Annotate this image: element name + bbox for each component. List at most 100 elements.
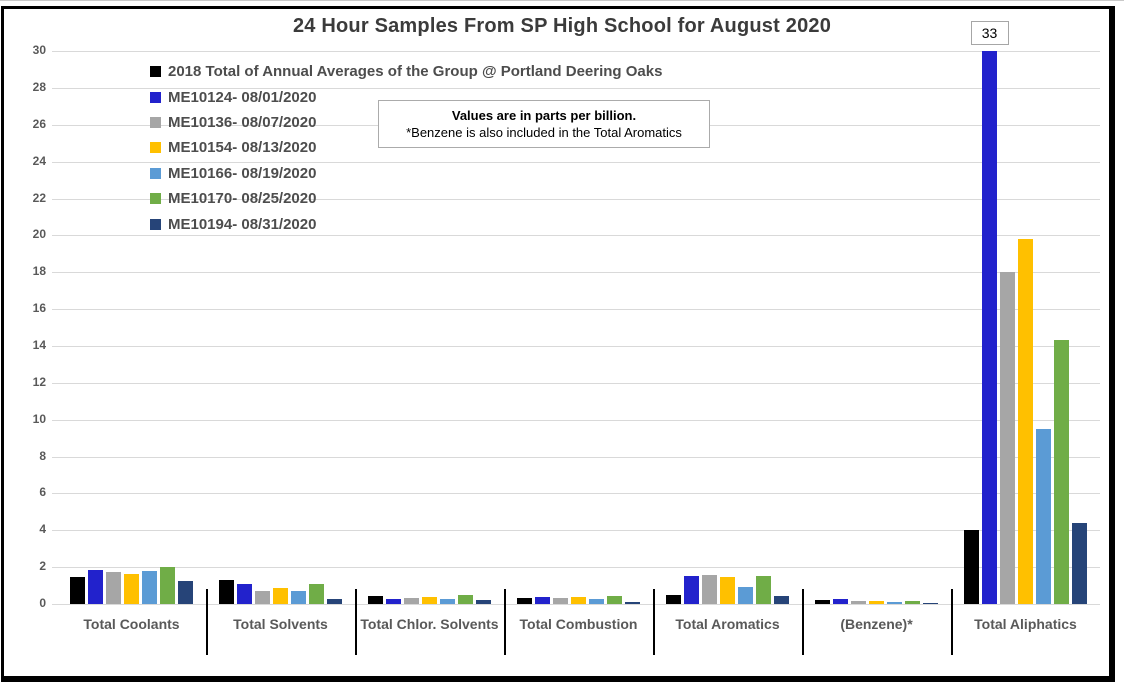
x-category-label: Total Chlor. Solvents xyxy=(360,616,499,632)
x-category-label: Total Aliphatics xyxy=(974,616,1077,632)
gridline xyxy=(52,530,1100,532)
legend-label: ME10194- 08/31/2020 xyxy=(168,215,317,233)
y-tick-label: 30 xyxy=(32,43,46,57)
bar xyxy=(720,577,735,604)
legend-item: ME10136- 08/07/2020 xyxy=(150,110,662,135)
annotation-line1: Values are in parts per billion. xyxy=(451,108,637,123)
legend-label: ME10136- 08/07/2020 xyxy=(168,113,317,131)
y-tick-label: 6 xyxy=(39,485,46,500)
y-tick-label: 10 xyxy=(32,411,46,426)
bar xyxy=(851,601,866,604)
gridline xyxy=(52,309,1100,311)
gridline xyxy=(52,419,1100,421)
x-category-label: Total Solvents xyxy=(233,616,328,632)
gridline xyxy=(52,567,1100,569)
y-tick-label: 20 xyxy=(32,227,46,242)
y-tick-label: 28 xyxy=(32,79,46,94)
y-tick-label: 4 xyxy=(39,522,46,537)
bar xyxy=(982,51,997,604)
annotation-box: Values are in parts per billion. *Benzen… xyxy=(378,100,710,148)
bar xyxy=(607,595,622,604)
x-category-label: Total Combustion xyxy=(519,616,638,632)
y-tick-label: 24 xyxy=(32,153,46,168)
gridline xyxy=(52,198,1100,200)
bar xyxy=(309,583,324,604)
legend-label: ME10124- 08/01/2020 xyxy=(168,88,317,106)
category-divider xyxy=(653,589,655,655)
legend-item: ME10170- 08/25/2020 xyxy=(150,186,662,211)
legend-item: ME10124- 08/01/2020 xyxy=(150,84,662,109)
legend-label: ME10170- 08/25/2020 xyxy=(168,190,317,208)
bar xyxy=(70,577,85,604)
legend-swatch xyxy=(150,91,161,103)
gridline xyxy=(52,604,1100,605)
bar xyxy=(774,595,789,604)
bar xyxy=(124,573,139,604)
bar xyxy=(327,599,342,604)
bar xyxy=(535,596,550,604)
category-divider xyxy=(951,589,953,655)
y-tick-label: 8 xyxy=(39,448,46,463)
legend-swatch xyxy=(150,167,161,179)
spreadsheet-gridline xyxy=(0,0,1124,1)
category-divider xyxy=(802,589,804,655)
bar xyxy=(625,602,640,604)
gridline xyxy=(52,345,1100,347)
bar xyxy=(666,594,681,604)
gridline xyxy=(52,235,1100,237)
gridline xyxy=(52,272,1100,274)
bar xyxy=(589,599,604,604)
bar xyxy=(571,596,586,604)
gridline xyxy=(52,161,1100,163)
bar xyxy=(738,586,753,604)
legend: 2018 Total of Annual Averages of the Gro… xyxy=(150,59,662,237)
y-tick-label: 12 xyxy=(32,374,46,389)
gridline xyxy=(52,456,1100,458)
legend-item: 2018 Total of Annual Averages of the Gro… xyxy=(150,59,662,84)
y-tick-label: 18 xyxy=(32,264,46,279)
bar xyxy=(160,567,175,604)
bar xyxy=(1054,340,1069,604)
bar xyxy=(219,580,234,604)
legend-swatch xyxy=(150,66,161,78)
bar xyxy=(833,599,848,604)
bar xyxy=(964,530,979,604)
bar xyxy=(458,594,473,604)
y-tick-label: 2 xyxy=(39,559,46,574)
bar xyxy=(1000,272,1015,604)
annotation-line2: *Benzene is also included in the Total A… xyxy=(406,125,682,140)
legend-swatch xyxy=(150,142,161,154)
legend-label: 2018 Total of Annual Averages of the Gro… xyxy=(168,63,663,81)
y-tick-label: 16 xyxy=(32,301,46,316)
legend-item: ME10154- 08/13/2020 xyxy=(150,135,662,160)
bar xyxy=(1036,428,1051,604)
legend-label: ME10154- 08/13/2020 xyxy=(168,139,317,157)
x-category-label: Total Coolants xyxy=(83,616,180,632)
bar xyxy=(476,600,491,604)
bar xyxy=(702,574,717,604)
bar xyxy=(887,601,902,604)
bar xyxy=(178,581,193,604)
y-tick-label: 26 xyxy=(32,116,46,131)
legend-swatch xyxy=(150,218,161,230)
bar xyxy=(237,583,252,604)
legend-item: ME10194- 08/31/2020 xyxy=(150,211,662,236)
bar xyxy=(815,600,830,604)
y-tick-label: 22 xyxy=(32,190,46,205)
gridline xyxy=(52,51,1100,52)
chart-title: 24 Hour Samples From SP High School for … xyxy=(292,15,832,37)
category-divider xyxy=(206,589,208,655)
gridline xyxy=(52,382,1100,384)
bar xyxy=(273,588,288,604)
bar xyxy=(905,600,920,604)
bar xyxy=(923,603,938,604)
bar xyxy=(106,571,121,604)
x-category-label: Total Aromatics xyxy=(675,616,780,632)
bar xyxy=(422,596,437,604)
bar xyxy=(88,569,103,604)
bar xyxy=(368,595,383,604)
bar xyxy=(291,591,306,604)
category-divider xyxy=(355,589,357,655)
bar xyxy=(255,591,270,604)
bar xyxy=(440,598,455,604)
